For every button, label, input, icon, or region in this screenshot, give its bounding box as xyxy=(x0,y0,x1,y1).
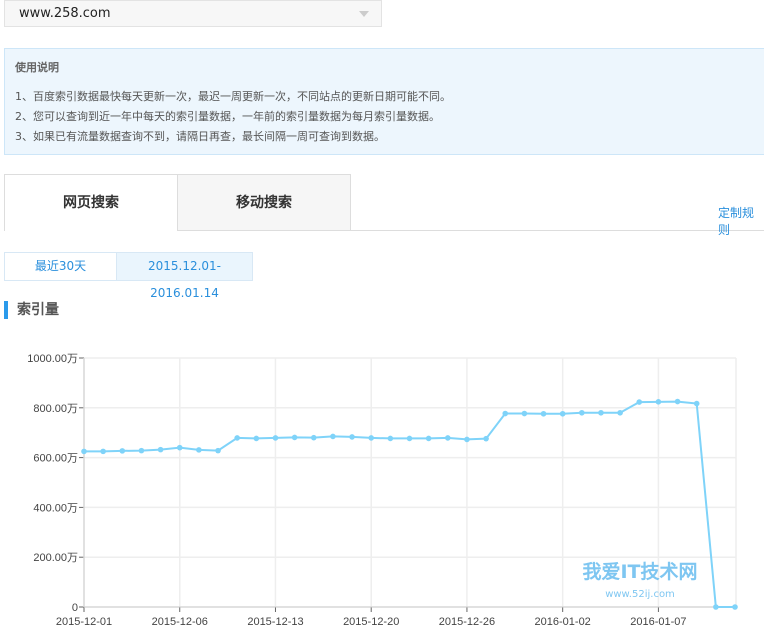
data-point xyxy=(291,434,298,441)
data-point xyxy=(349,434,355,440)
data-point xyxy=(464,436,470,443)
x-tick-label: 2016-01-02 xyxy=(535,616,591,628)
chevron-down-icon xyxy=(359,11,369,17)
y-tick-label: 400.00万 xyxy=(33,502,78,514)
x-tick-label: 2015-12-26 xyxy=(439,616,495,628)
data-point xyxy=(253,435,260,442)
x-tick-label: 2015-12-01 xyxy=(56,616,112,628)
data-point xyxy=(674,398,681,405)
data-point xyxy=(559,410,566,417)
y-tick-label: 800.00万 xyxy=(33,403,78,415)
data-point xyxy=(387,435,394,442)
x-tick-label: 2016-01-07 xyxy=(630,616,686,628)
data-point xyxy=(732,604,738,610)
y-tick-label: 1000.00万 xyxy=(27,353,78,365)
custom-rule-link[interactable]: 定制规则 xyxy=(718,206,755,237)
data-point xyxy=(119,448,126,454)
data-point xyxy=(598,409,604,416)
data-point xyxy=(310,434,317,441)
data-point xyxy=(234,435,240,441)
data-point xyxy=(176,444,183,451)
tab-web-search[interactable]: 网页搜索 xyxy=(4,174,178,231)
data-point xyxy=(157,446,164,453)
data-point xyxy=(655,399,662,405)
notice-line: 2、您可以查询到近一年中每天的索引量数据，一年前的索引量数据为每月索引量数据。 xyxy=(15,110,440,123)
data-point xyxy=(425,435,432,442)
data-point xyxy=(540,410,547,417)
date-range-picker[interactable]: 2015.12.01-2016.01.14 xyxy=(116,252,253,300)
data-point xyxy=(100,448,106,455)
data-point xyxy=(406,435,413,442)
notice-line: 3、如果已有流量数据查询不到，请隔日再查，最长间隔一周可查询到数据。 xyxy=(15,130,385,143)
notice-title: 使用说明 xyxy=(15,61,59,74)
data-point xyxy=(617,409,623,416)
notice-line: 1、百度索引数据最快每天更新一次，最迟一周更新一次，不同站点的更新日期可能不同。 xyxy=(15,90,451,103)
y-tick-label: 0 xyxy=(72,602,78,614)
site-select-value: www.258.com xyxy=(19,6,111,21)
data-point xyxy=(196,447,202,453)
data-point xyxy=(444,435,451,441)
data-point xyxy=(521,410,528,417)
usage-notice: 使用说明 1、百度索引数据最快每天更新一次，最迟一周更新一次，不同站点的更新日期… xyxy=(4,48,764,155)
data-point xyxy=(693,400,700,407)
site-select[interactable]: www.258.com xyxy=(4,0,382,27)
data-point xyxy=(713,604,719,610)
x-tick-label: 2015-12-13 xyxy=(247,616,303,628)
x-tick-label: 2015-12-06 xyxy=(152,616,208,628)
data-point xyxy=(215,447,221,454)
tab-mobile-search[interactable]: 移动搜索 xyxy=(177,174,351,231)
section-title: 索引量 xyxy=(4,301,59,319)
data-point xyxy=(579,409,585,416)
data-point xyxy=(330,433,336,440)
watermark-logo: 我爱IT技术网 xyxy=(582,560,697,583)
data-point xyxy=(272,435,279,441)
y-tick-label: 600.00万 xyxy=(33,453,78,465)
data-point xyxy=(636,399,643,405)
data-point xyxy=(368,435,375,441)
data-point xyxy=(138,447,145,454)
tab-divider xyxy=(350,230,764,231)
x-tick-label: 2015-12-20 xyxy=(343,616,399,628)
data-point xyxy=(502,410,509,417)
y-tick-label: 200.00万 xyxy=(33,552,78,564)
data-point xyxy=(81,448,87,455)
recent-30-days-button[interactable]: 最近30天 xyxy=(4,252,117,281)
data-point xyxy=(483,435,489,442)
watermark-url: www.52ij.com xyxy=(605,589,675,600)
